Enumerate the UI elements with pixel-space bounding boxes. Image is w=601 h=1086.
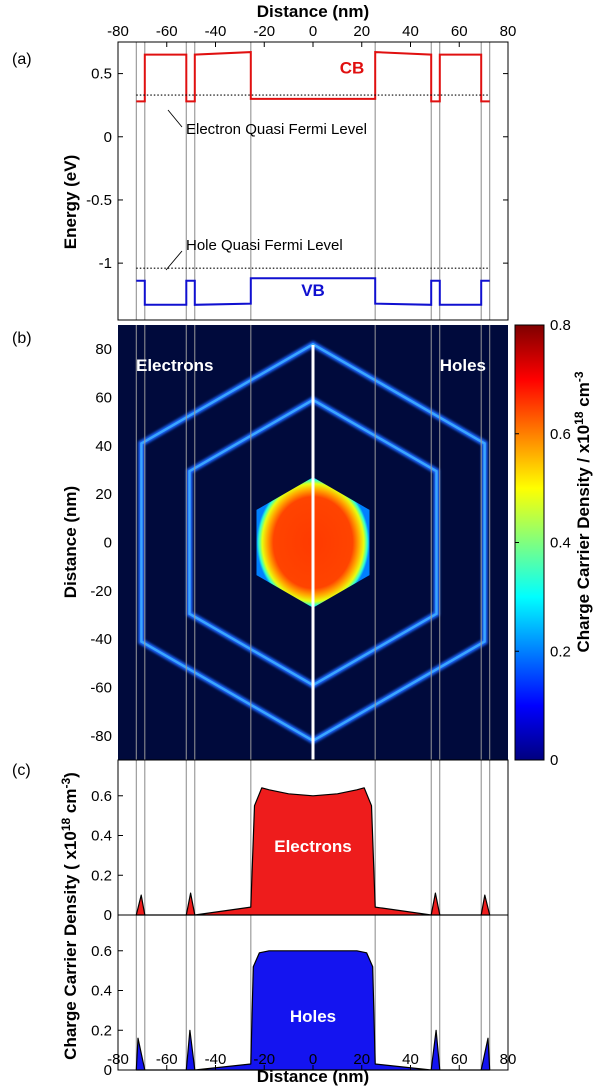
- panel-a-y-axis-title: Energy (eV): [61, 155, 80, 249]
- colorbar-tick-label: 0: [550, 752, 558, 769]
- x-tick-label: -80: [107, 23, 129, 40]
- x-tick-label: 0: [309, 23, 317, 40]
- panel-c-series: [135, 787, 491, 1071]
- panel-a-top-x-ticks: -80 -60 -40 -20 0 20 40 60 80: [107, 23, 516, 47]
- x-tick-label: -40: [205, 23, 227, 40]
- panel-a-series: [136, 51, 490, 306]
- colorbar-tick-label: 0.6: [550, 426, 571, 443]
- panel-a-y-ticks: 0.5 0 -0.5 -1: [86, 66, 508, 272]
- cb-line: [136, 51, 490, 103]
- panel-b: (b) Electrons Holes 80 60 40 20 0 -20 -40 -60 -8…: [12, 317, 593, 769]
- y-tick-label: -20: [90, 583, 112, 600]
- y-tick-label: 20: [95, 486, 112, 503]
- panel-b-y-ticks: 80 60 40 20 0 -20 -40 -60 -80: [90, 341, 112, 745]
- colorbar-tick-label: 0.2: [550, 643, 571, 660]
- colorbar-title: Charge Carrier Density / x1018 cm-3: [572, 371, 593, 652]
- panel-c-y-ticks: 0 0.2 0.4 0.6 0 0.2 0.4 0.6: [91, 788, 123, 1079]
- panel-c: (c) 0 0.2 0.4 0.6 0 0.2 0.4 0.6 -80 -60 -40 -20 0 20…: [12, 759, 516, 1086]
- x-tick-label: 60: [451, 1051, 468, 1068]
- y-tick-label: 0.2: [91, 867, 112, 884]
- vb-label: VB: [301, 281, 325, 300]
- electrons-area-label: Electrons: [274, 837, 351, 856]
- x-tick-label: 0: [309, 1051, 317, 1068]
- x-tick-label: -60: [156, 1051, 178, 1068]
- colorbar-ticks: 0 0.2 0.4 0.6 0.8: [515, 317, 571, 769]
- x-tick-label: 20: [353, 1051, 370, 1068]
- colorbar-tick-label: 0.8: [550, 317, 571, 334]
- x-tick-label: 80: [500, 1051, 517, 1068]
- x-tick-label: 80: [500, 23, 517, 40]
- panel-c-bottom-x-ticks: -80 -60 -40 -20 0 20 40 60 80: [107, 1051, 516, 1070]
- y-tick-label: 0: [104, 129, 112, 146]
- y-tick-label: 40: [95, 438, 112, 455]
- x-tick-label: 20: [353, 23, 370, 40]
- colorbar-tick-label: 0.4: [550, 535, 571, 552]
- y-tick-label: 0: [104, 907, 112, 924]
- electron-qfl-pointer: [167, 109, 183, 128]
- y-tick-label: 0: [104, 535, 112, 552]
- top-x-axis-title: Distance (nm): [257, 2, 369, 21]
- electron-qfl-label: Electron Quasi Fermi Level: [186, 121, 367, 138]
- y-tick-label: -1: [99, 255, 112, 272]
- panel-c-boundary-lines: [135, 760, 491, 1070]
- x-tick-label: 60: [451, 23, 468, 40]
- hole-qfl-label: Hole Quasi Fermi Level: [186, 237, 343, 254]
- cb-label: CB: [340, 59, 365, 78]
- x-tick-label: -40: [205, 1051, 227, 1068]
- map-holes-label: Holes: [440, 356, 486, 375]
- x-tick-label: -20: [253, 1051, 275, 1068]
- map-electrons-label: Electrons: [136, 356, 213, 375]
- colorbar: [514, 324, 545, 761]
- y-tick-label: -0.5: [86, 192, 112, 209]
- x-tick-label: -80: [107, 1051, 129, 1068]
- panel-b-y-axis-title: Distance (nm): [61, 486, 80, 598]
- y-tick-label: 80: [95, 341, 112, 358]
- x-tick-label: 40: [402, 23, 419, 40]
- x-tick-label: -20: [253, 23, 275, 40]
- panel-b-label: (b): [12, 330, 32, 347]
- y-tick-label: -80: [90, 728, 112, 745]
- y-tick-label: 0: [104, 1062, 112, 1079]
- hole-qfl-pointer: [165, 250, 183, 271]
- y-tick-label: 0.4: [91, 983, 112, 1000]
- panel-a-label: (a): [12, 51, 32, 68]
- x-tick-label: 40: [402, 1051, 419, 1068]
- panel-c-y-axis-title: Charge Carrier Density ( x1018 cm-3): [59, 772, 80, 1060]
- y-tick-label: 0.5: [91, 66, 112, 83]
- y-tick-label: -60: [90, 680, 112, 697]
- x-tick-label: -60: [156, 23, 178, 40]
- y-tick-label: 60: [95, 390, 112, 407]
- panel-a: (a) -80 -60 -40 -20 0 20 40 60 80 0.5 0 -0.5 -1 Ene…: [12, 23, 516, 321]
- y-tick-label: 0.6: [91, 943, 112, 960]
- panel-c-label: (c): [12, 762, 31, 779]
- bottom-x-axis-title: Distance (nm): [257, 1067, 369, 1086]
- holes-area-label: Holes: [290, 1007, 336, 1026]
- y-tick-label: 0.4: [91, 828, 112, 845]
- y-tick-label: 0.2: [91, 1022, 112, 1039]
- y-tick-label: -40: [90, 631, 112, 648]
- y-tick-label: 0.6: [91, 788, 112, 805]
- panel-b-boundary-lines: [135, 325, 491, 760]
- vb-line: [136, 277, 490, 306]
